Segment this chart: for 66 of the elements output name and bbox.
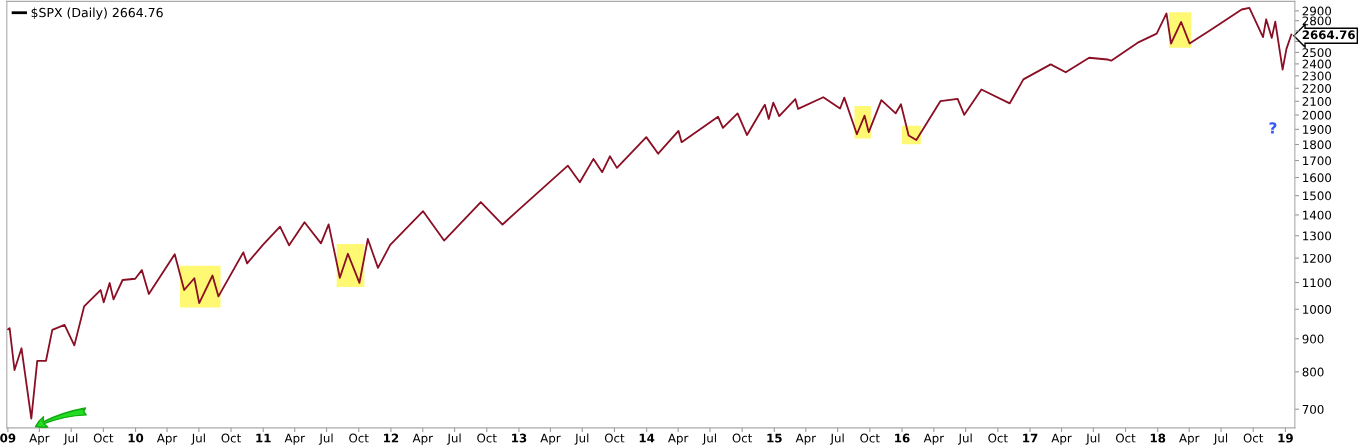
- x-tick-label: 18: [1150, 433, 1166, 443]
- y-tick-label: 2000: [1302, 110, 1332, 120]
- x-tick-label: Apr: [923, 433, 945, 445]
- x-tick-label: 16: [895, 433, 910, 443]
- y-tick-label: 2400: [1302, 59, 1332, 69]
- annotation: ?: [1269, 122, 1277, 134]
- y-tick-label: 2900: [1302, 6, 1332, 16]
- x-tick-label: 11: [256, 433, 271, 443]
- y-tick-label: 1500: [1303, 191, 1332, 201]
- x-tick-label: Jul: [574, 433, 589, 445]
- x-tick-label: Oct: [477, 433, 497, 443]
- y-tick-label: 700: [1302, 404, 1324, 414]
- x-tick-label: Apr: [668, 433, 689, 445]
- x-tick-label: Oct: [604, 433, 625, 443]
- text: $SPX (Daily) 2664.76: [31, 7, 163, 20]
- x-tick-label: 17: [1023, 433, 1038, 443]
- y-tick-label: 2800: [1302, 16, 1332, 26]
- x-tick-label: Oct: [93, 433, 114, 443]
- y-tick-label: 2500: [1302, 48, 1332, 58]
- y-tick-label: 1300: [1303, 231, 1332, 241]
- x-tick-label: Oct: [860, 433, 880, 443]
- x-tick-label: Oct: [732, 433, 753, 443]
- y-tick-label: 1700: [1303, 156, 1332, 166]
- x-tick-label: Apr: [1179, 433, 1200, 445]
- x-tick-label: 12: [384, 433, 399, 443]
- x-tick-label: Apr: [284, 433, 305, 445]
- x-tick-label: Apr: [795, 433, 817, 445]
- y-tick-label: 1600: [1303, 173, 1332, 183]
- x-tick-label: Jul: [829, 433, 844, 445]
- x-tick-label: 19: [1278, 433, 1293, 443]
- x-tick-label: Jul: [446, 433, 461, 445]
- y-tick-label: 2664.76: [1302, 30, 1355, 40]
- x-tick-label: Oct: [1115, 433, 1136, 443]
- x-tick-label: Apr: [412, 433, 433, 445]
- x-tick-label: Apr: [29, 433, 50, 445]
- x-tick-label: Apr: [156, 433, 178, 445]
- x-tick-label: 15: [767, 433, 782, 443]
- y-tick-label: 900: [1302, 334, 1324, 344]
- x-tick-label: Jul: [957, 433, 972, 445]
- y-tick-label: 2100: [1302, 97, 1332, 106]
- y-tick-label: 1100: [1303, 278, 1332, 288]
- y-tick-label: 1200: [1303, 253, 1332, 263]
- y-tick-label: 2300: [1302, 71, 1332, 81]
- x-tick-label: Oct: [988, 433, 1008, 443]
- x-tick-label: Jul: [702, 433, 716, 445]
- y-tick-label: 2200: [1302, 83, 1332, 93]
- line-series: [7, 6, 1293, 420]
- x-tick-label: Jul: [1085, 433, 1100, 445]
- x-tick-label: Oct: [221, 433, 241, 443]
- x-tick-label: Oct: [1243, 433, 1264, 443]
- y-tick-label: 1000: [1303, 304, 1332, 314]
- x-tick-label: Jul: [318, 433, 333, 445]
- x-tick-label: Jul: [63, 433, 78, 445]
- y-tick-label: 1900: [1303, 125, 1332, 135]
- x-tick-label: Jul: [1213, 433, 1228, 445]
- y-tick-label: 800: [1302, 367, 1324, 377]
- x-tick-label: Jul: [191, 433, 205, 445]
- x-tick-label: 13: [512, 433, 527, 443]
- y-tick-label: 1400: [1303, 210, 1332, 220]
- x-tick-label: Apr: [1051, 433, 1072, 445]
- y-tick-label: 1800: [1303, 140, 1332, 150]
- x-tick-label: 10: [128, 433, 144, 443]
- x-tick-label: 09: [0, 433, 16, 443]
- x-tick-label: Oct: [349, 433, 369, 443]
- x-tick-label: Apr: [540, 433, 561, 445]
- x-tick-label: 14: [639, 433, 655, 443]
